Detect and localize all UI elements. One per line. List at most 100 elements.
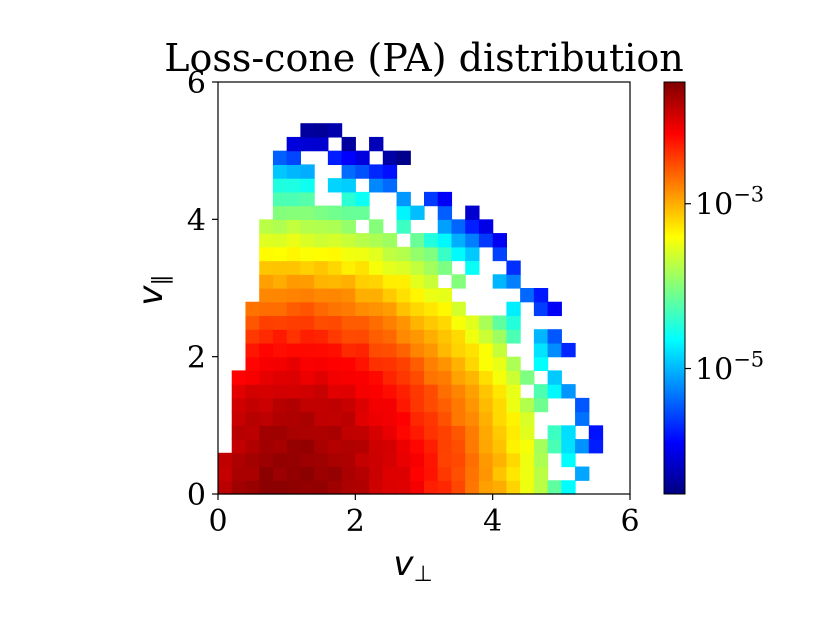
heatmap-cell — [286, 439, 301, 454]
heatmap-cell — [369, 260, 384, 275]
heatmap-cell — [451, 397, 466, 413]
heatmap-cell — [259, 274, 274, 289]
heatmap-cell — [465, 480, 480, 495]
heatmap-cell — [327, 205, 343, 220]
heatmap-cell — [286, 288, 301, 303]
heatmap-cell — [355, 356, 370, 371]
heatmap-cell — [465, 233, 480, 248]
heatmap-cell — [259, 397, 274, 413]
heatmap-cell — [259, 356, 274, 371]
heatmap-cell — [300, 136, 315, 152]
heatmap-cell — [396, 205, 411, 220]
heatmap-cell — [314, 288, 329, 303]
heatmap-cell — [396, 260, 411, 275]
heatmap-cell — [272, 384, 288, 399]
heatmap-cell — [314, 452, 329, 468]
heatmap-cell — [341, 260, 356, 275]
heatmap-cell — [533, 452, 549, 468]
heatmap-cell — [478, 439, 494, 454]
y-tick-label: 2 — [187, 341, 206, 376]
heatmap-cell — [300, 315, 315, 330]
heatmap-cell — [533, 356, 549, 371]
heatmap-cell — [314, 384, 329, 399]
heatmap-cell — [314, 329, 329, 344]
heatmap-cell — [396, 150, 411, 165]
heatmap-cell — [341, 342, 356, 358]
heatmap-cell — [272, 260, 288, 275]
heatmap-cell — [327, 246, 343, 262]
heatmap-cell — [451, 411, 466, 426]
heatmap-cell — [465, 384, 480, 399]
x-tick-label: 0 — [208, 504, 227, 539]
heatmap-cell — [327, 274, 343, 289]
heatmap-cell — [369, 439, 384, 454]
heatmap-cell — [396, 301, 411, 317]
heatmap-cell — [245, 384, 260, 399]
heatmap-cell — [547, 370, 562, 385]
heatmap-cell — [369, 301, 384, 317]
heatmap-cell — [272, 452, 288, 468]
heatmap-cell — [369, 342, 384, 358]
heatmap-cell — [272, 301, 288, 317]
heatmap-cell — [314, 301, 329, 317]
heatmap-cell — [272, 205, 288, 220]
heatmap-cell — [327, 178, 343, 193]
heatmap-cell — [561, 342, 576, 358]
heatmap-cell — [300, 260, 315, 275]
heatmap-cell — [327, 329, 343, 344]
heatmap-cell — [382, 233, 398, 248]
heatmap-cell — [396, 370, 411, 385]
y-axis-label: v∥ — [131, 274, 174, 305]
colorbar-tick-label: 10−3 — [695, 183, 764, 223]
heatmap-cell — [533, 466, 549, 481]
heatmap-cell — [478, 233, 494, 248]
heatmap-cell — [272, 233, 288, 248]
heatmap-cell — [369, 466, 384, 481]
heatmap-cell — [341, 439, 356, 454]
heatmap-cell — [382, 246, 398, 262]
heatmap-cell — [355, 191, 370, 207]
heatmap-cell — [231, 439, 247, 454]
heatmap-cell — [382, 260, 398, 275]
heatmap-cell — [286, 233, 301, 248]
heatmap-cell — [465, 425, 480, 440]
heatmap-cell — [341, 384, 356, 399]
heatmap-cell — [506, 370, 521, 385]
heatmap-cell — [561, 384, 576, 399]
heatmap-cell — [506, 260, 521, 275]
heatmap-cell — [451, 329, 466, 344]
heatmap-cell — [437, 301, 453, 317]
heatmap-cell — [355, 150, 370, 165]
heatmap-cell — [575, 411, 590, 426]
heatmap-cell — [286, 480, 301, 495]
heatmap-cell — [355, 246, 370, 262]
heatmap-cell — [506, 301, 521, 317]
heatmap-cell — [369, 164, 384, 179]
chart-title: Loss-cone (PA) distribution — [164, 36, 684, 80]
heatmap-cell — [382, 397, 398, 413]
heatmap-cell — [272, 425, 288, 440]
heatmap-cell — [272, 439, 288, 454]
heatmap-cell — [478, 384, 494, 399]
heatmap-cell — [451, 384, 466, 399]
heatmap-cell — [341, 164, 356, 179]
heatmap-cell — [465, 329, 480, 344]
heatmap-cell — [382, 384, 398, 399]
heatmap-cell — [272, 356, 288, 371]
heatmap-cell — [300, 205, 315, 220]
heatmap-cell — [437, 219, 453, 234]
heatmap-cell — [410, 384, 425, 399]
heatmap-cell — [341, 425, 356, 440]
heatmap-cell — [520, 411, 535, 426]
heatmap-cell — [286, 411, 301, 426]
heatmap-cell — [492, 315, 507, 330]
heatmap-cell — [300, 123, 315, 138]
x-tick-label: 2 — [346, 504, 365, 539]
heatmap-cell — [410, 260, 425, 275]
heatmap-cell — [424, 274, 439, 289]
x-tick-label: 6 — [620, 504, 639, 539]
heatmap-cell — [286, 178, 301, 193]
heatmap-cell — [341, 219, 356, 234]
heatmap-cell — [314, 356, 329, 371]
heatmap-cell — [369, 329, 384, 344]
